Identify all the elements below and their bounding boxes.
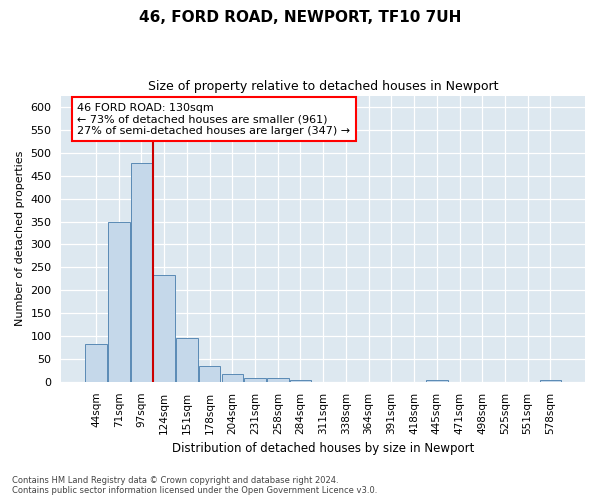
Text: 46, FORD ROAD, NEWPORT, TF10 7UH: 46, FORD ROAD, NEWPORT, TF10 7UH	[139, 10, 461, 25]
Bar	[154, 274, 175, 382]
Title: Size of property relative to detached houses in Newport: Size of property relative to detached ho…	[148, 80, 499, 93]
Bar	[85, 344, 107, 382]
Bar	[290, 380, 311, 382]
Bar	[221, 374, 243, 382]
Bar	[539, 380, 561, 382]
Bar	[199, 366, 220, 382]
Bar	[267, 378, 289, 382]
Bar	[108, 222, 130, 382]
Y-axis label: Number of detached properties: Number of detached properties	[15, 151, 25, 326]
Text: Contains HM Land Registry data © Crown copyright and database right 2024.
Contai: Contains HM Land Registry data © Crown c…	[12, 476, 377, 495]
Bar	[176, 338, 197, 382]
X-axis label: Distribution of detached houses by size in Newport: Distribution of detached houses by size …	[172, 442, 475, 455]
Bar	[131, 163, 152, 382]
Text: 46 FORD ROAD: 130sqm
← 73% of detached houses are smaller (961)
27% of semi-deta: 46 FORD ROAD: 130sqm ← 73% of detached h…	[77, 102, 350, 136]
Bar	[426, 380, 448, 382]
Bar	[244, 378, 266, 382]
